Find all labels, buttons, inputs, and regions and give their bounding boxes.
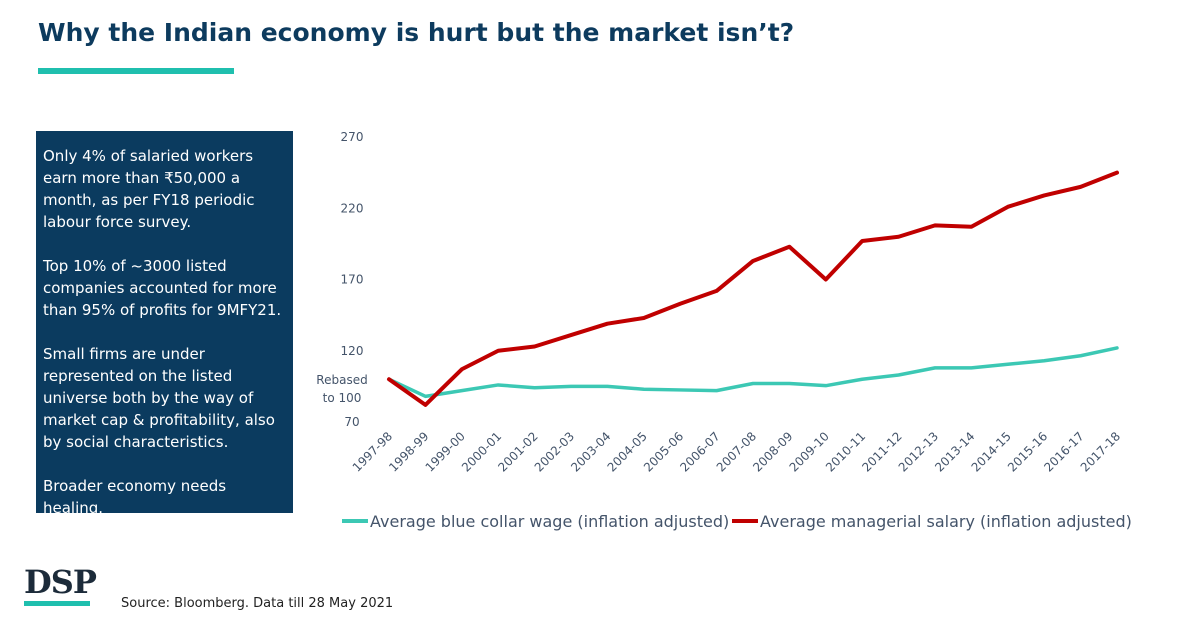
info-paragraph-1: Only 4% of salaried workers earn more th… [43,147,255,231]
source-note: Source: Bloomberg. Data till 28 May 2021 [121,596,394,611]
dsp-logo: DSP [24,563,97,601]
legend: Average blue collar wage (inflation adju… [342,512,1132,531]
y-tick-label-270: 270 [341,130,364,144]
legend-label-managerial: Average managerial salary (inflation adj… [760,512,1132,531]
y-tick-label-170: 170 [341,273,364,287]
info-paragraph-4: Broader economy needs healing. [43,477,227,517]
title-underline [38,68,234,74]
y-tick-label-70: 70 [344,415,359,429]
legend-label-blue-collar: Average blue collar wage (inflation adju… [370,512,729,531]
y-tick-label-220: 220 [341,201,364,215]
x-axis: 1997-981998-991999-002000-012001-022002-… [350,429,1123,474]
rebased-annotation-line1: Rebased [316,373,367,387]
rebased-annotation-line2: to 100 [323,391,362,405]
page-title: Why the Indian economy is hurt but the m… [38,18,795,47]
series-line-average-blue-collar-wage-inflation-adjusted [387,346,1119,399]
x-tick-label-2017-18: 2017-18 [1078,429,1123,474]
logo-underline [24,601,90,606]
info-paragraph-2: Top 10% of ~3000 listed companies accoun… [43,257,282,319]
series-lines [387,170,1119,407]
info-box: Only 4% of salaried workers earn more th… [36,131,293,517]
y-axis: 70 120 170 220 270 [341,130,364,429]
info-paragraph-3: Small firms are under represented on the… [43,345,275,451]
y-tick-label-120: 120 [341,344,364,358]
series-line-average-managerial-salary-inflation-adjusted [387,170,1119,407]
